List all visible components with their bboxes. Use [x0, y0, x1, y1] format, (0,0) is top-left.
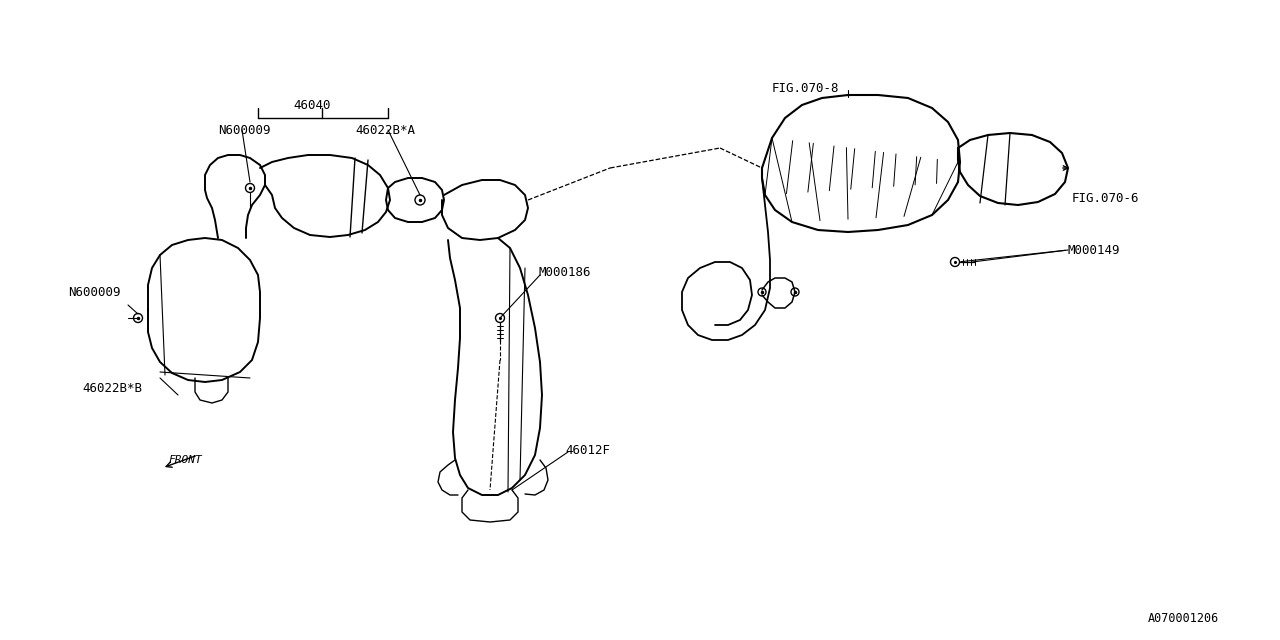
Text: 46040: 46040: [293, 99, 330, 111]
Text: N600009: N600009: [68, 285, 120, 298]
Text: M000186: M000186: [538, 266, 590, 278]
Text: 46022B*B: 46022B*B: [82, 381, 142, 394]
Text: A070001206: A070001206: [1148, 611, 1220, 625]
Text: FIG.070-8: FIG.070-8: [772, 81, 840, 95]
Text: 46022B*A: 46022B*A: [355, 124, 415, 136]
Text: 46012F: 46012F: [564, 444, 611, 456]
Text: N600009: N600009: [218, 124, 270, 136]
Text: FIG.070-6: FIG.070-6: [1073, 191, 1139, 205]
Text: M000149: M000149: [1068, 243, 1120, 257]
Text: FRONT: FRONT: [168, 455, 202, 465]
